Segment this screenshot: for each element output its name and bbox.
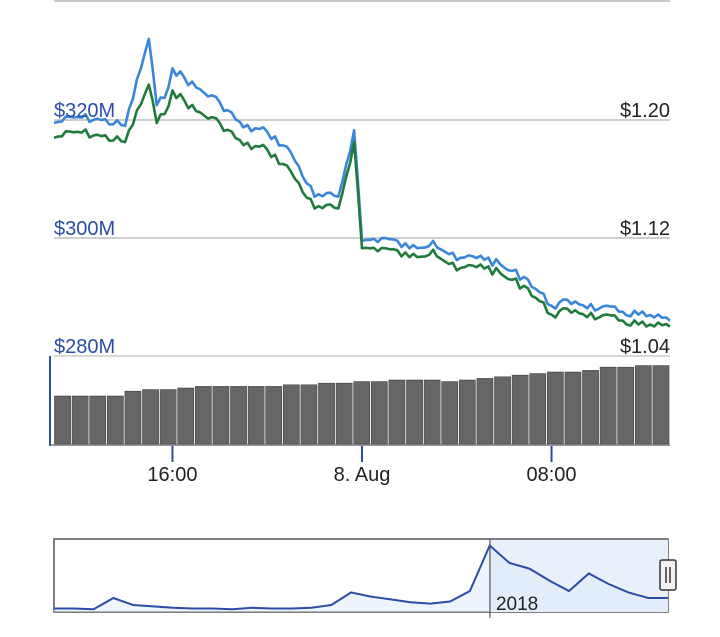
volume-bar (441, 381, 459, 445)
volume-bar (476, 378, 494, 445)
volume-bar (652, 365, 670, 445)
volume-bar (353, 381, 371, 445)
right-axis-tick-label: $1.20 (620, 100, 670, 122)
volume-bar (124, 390, 142, 445)
left-axis-tick-label: $280M (54, 336, 115, 358)
volume-bar (195, 386, 212, 445)
volume-bar (265, 386, 283, 445)
right-axis-tick-label: $1.04 (620, 336, 670, 358)
volume-bar (212, 386, 230, 445)
volume-bar (54, 395, 71, 445)
navigator[interactable]: 2018 (53, 538, 677, 618)
volume-bar (529, 373, 547, 445)
volume-bar (318, 382, 335, 445)
volume-bar (107, 395, 124, 445)
volume-bar (300, 384, 318, 445)
navigator-handle[interactable] (659, 559, 677, 591)
x-axis-tick-label: 16:00 (147, 464, 197, 486)
volume-bar (599, 366, 617, 445)
volume-bar (370, 381, 388, 445)
volume-bar (388, 379, 406, 445)
volume-bar (494, 376, 511, 445)
volume-bar (617, 366, 635, 445)
volume-bar (247, 386, 265, 445)
volume-bar (142, 389, 159, 445)
x-axis-tick-label: 8. Aug (334, 464, 391, 486)
left-axis-tick-label: $300M (54, 218, 115, 240)
volume-bar (634, 365, 652, 445)
volume-bar (89, 395, 107, 445)
navigator-area (54, 545, 668, 612)
volume-bar (546, 371, 564, 445)
left-axis-tick-label: $320M (54, 100, 115, 122)
price-series (53, 37, 671, 328)
volume-bars (54, 365, 670, 445)
volume-bar (230, 386, 247, 445)
price-axis-labels: $320M $1.20 $300M $1.12 $280M $1.04 (54, 100, 670, 358)
volume-bar (564, 371, 582, 445)
volume-bar (582, 370, 599, 445)
volume-bar (406, 379, 423, 445)
volume-bar (423, 379, 441, 445)
volume-bar (335, 382, 353, 445)
volume-bar (177, 387, 195, 445)
volume-bar (71, 395, 89, 445)
navigator-year-label: 2018 (496, 594, 538, 615)
volume-bar (511, 374, 529, 445)
right-axis-tick-label: $1.12 (620, 218, 670, 240)
navigator-line (54, 543, 668, 611)
x-axis-tick-label: 08:00 (527, 464, 577, 486)
x-axis: 16:00 8. Aug 08:00 (147, 446, 577, 486)
series-line (53, 37, 671, 322)
volume-bar (282, 384, 300, 445)
volume-bar (159, 389, 177, 445)
series-line (53, 83, 671, 328)
volume-bar (458, 379, 476, 445)
